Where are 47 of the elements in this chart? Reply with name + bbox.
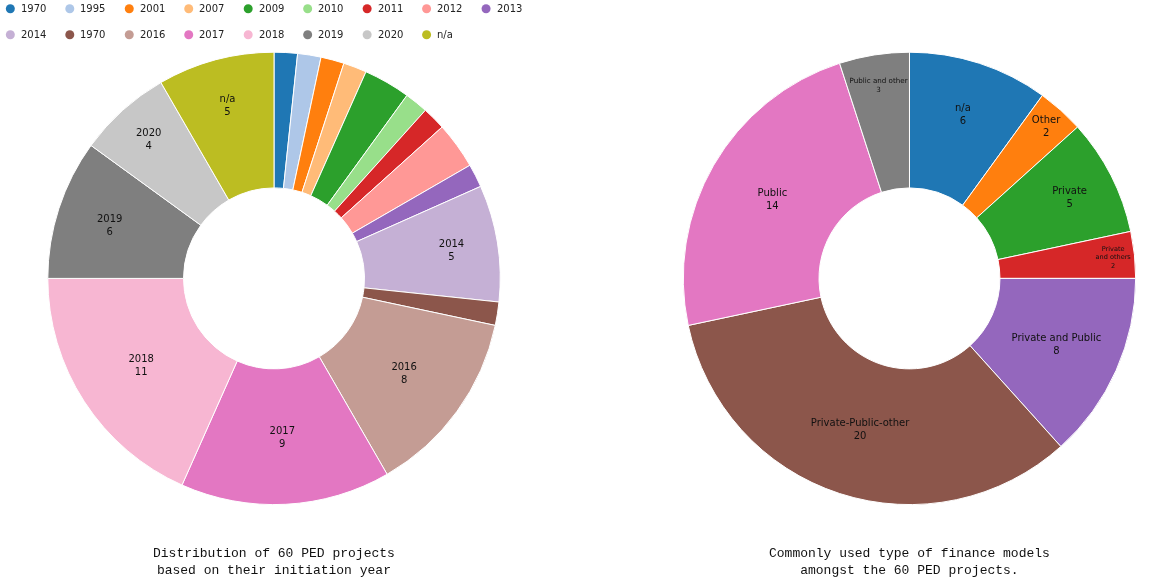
text: Commonly used type of finance models amongst the 60 PED projects. — [769, 546, 1050, 578]
slice-label: n/a — [954, 102, 971, 114]
slice-label: Public — [757, 187, 788, 199]
data-label: 14 — [765, 200, 779, 212]
legend-label: 2020 — [378, 29, 404, 40]
legend-label: 1970 — [21, 3, 47, 14]
data-label: 5 — [448, 251, 455, 263]
data-label: 2 — [1042, 127, 1050, 139]
legend-label: 2014 — [21, 29, 47, 40]
data-label: 5 — [1066, 197, 1073, 209]
data-label: 6 — [959, 115, 967, 127]
legend-label: 2017 — [199, 29, 225, 40]
slice-label: 2018 — [128, 352, 154, 364]
data-label: 8 — [400, 373, 408, 385]
data-label: 9 — [279, 437, 286, 449]
data-label: 8 — [1053, 344, 1060, 356]
data-label: 11 — [134, 365, 148, 377]
legend-label: 2012 — [437, 3, 463, 14]
legend-label: n/a — [437, 29, 453, 40]
legend-label: 2016 — [140, 29, 166, 40]
data-label: 3 — [876, 85, 881, 95]
slice-label: Public and other — [849, 76, 908, 86]
data-label: 5 — [224, 105, 231, 117]
legend-label: 2013 — [497, 3, 523, 14]
slice-label: 2019 — [96, 213, 123, 224]
slice-label: 2017 — [269, 424, 296, 436]
slice-label: Private and Public — [1011, 331, 1102, 343]
slice-label: Other — [1031, 114, 1062, 126]
legend-label: 1970 — [80, 29, 106, 40]
legend-label: 2010 — [318, 3, 344, 14]
slice-label: n/a — [219, 92, 236, 104]
legend-label: 2001 — [140, 3, 166, 14]
slice-label: 2014 — [438, 238, 465, 250]
slice-label: Private-Public-other — [810, 416, 911, 428]
legend-label: 2018 — [259, 29, 285, 40]
legend-label: 2011 — [378, 3, 404, 14]
legend-label: 2007 — [199, 3, 225, 14]
text: Distribution of 60 PED projects based on their initiation year — [153, 546, 395, 578]
data-label: 4 — [145, 140, 152, 152]
slice-label: 2020 — [135, 127, 162, 139]
data-label: 6 — [106, 226, 113, 237]
data-label: 20 — [853, 429, 867, 441]
legend-label: 1995 — [80, 3, 106, 14]
slice-label: Private — [1052, 184, 1088, 196]
legend-label: 2009 — [259, 3, 285, 14]
slice-label: 2016 — [391, 360, 417, 372]
legend-label: 2019 — [318, 29, 344, 40]
